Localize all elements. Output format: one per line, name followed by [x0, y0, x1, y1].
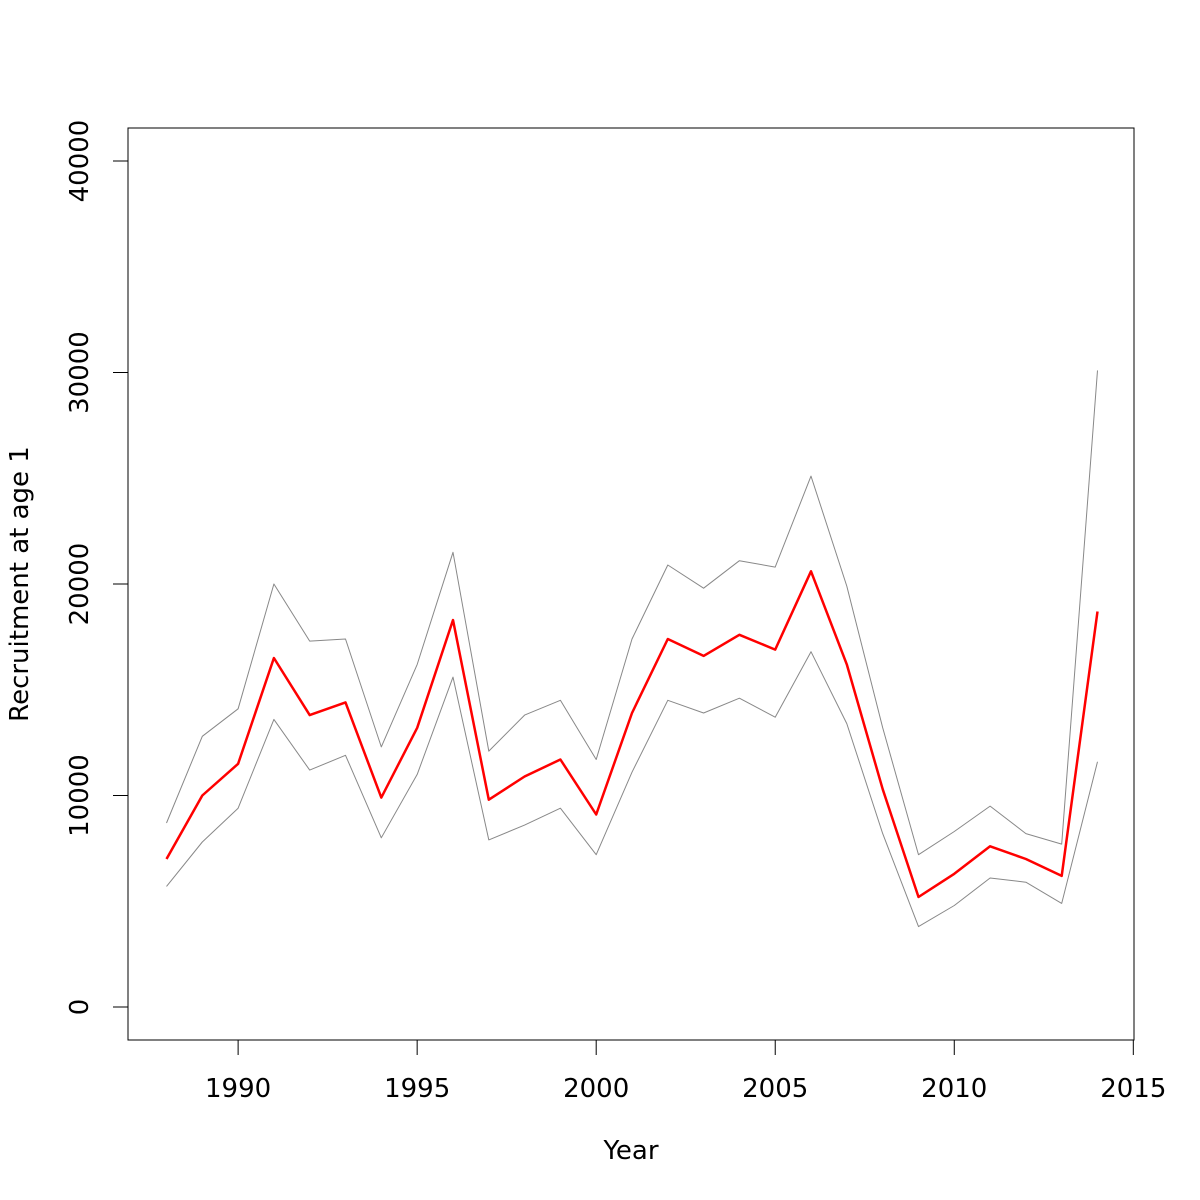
y-tick-label: 30000 [65, 331, 95, 414]
series-ci-line [166, 651, 1098, 928]
x-tick-label: 2005 [742, 1074, 808, 1104]
plot-series [165, 370, 1099, 928]
y-tick-label: 40000 [65, 120, 95, 203]
x-tick-label: 2000 [563, 1074, 629, 1104]
x-tick-label: 1990 [205, 1074, 271, 1104]
y-axis-title: Recruitment at age 1 [5, 446, 35, 722]
y-tick-label: 20000 [65, 543, 95, 626]
y-axis: 0 10000 20000 30000 40000 [65, 120, 129, 1016]
x-tick-label: 2015 [1100, 1074, 1166, 1104]
series-estimate-line [165, 570, 1099, 899]
x-tick-label: 2010 [921, 1074, 987, 1104]
series-ci-line [166, 370, 1098, 856]
y-tick-label: 10000 [65, 754, 95, 837]
x-tick-label: 1995 [384, 1074, 450, 1104]
x-axis: 1990 1995 2000 2005 2010 2015 [205, 1039, 1166, 1104]
plot-frame [127, 127, 1135, 1041]
x-axis-title: Year [602, 1136, 658, 1166]
y-tick-label: 0 [65, 999, 95, 1016]
